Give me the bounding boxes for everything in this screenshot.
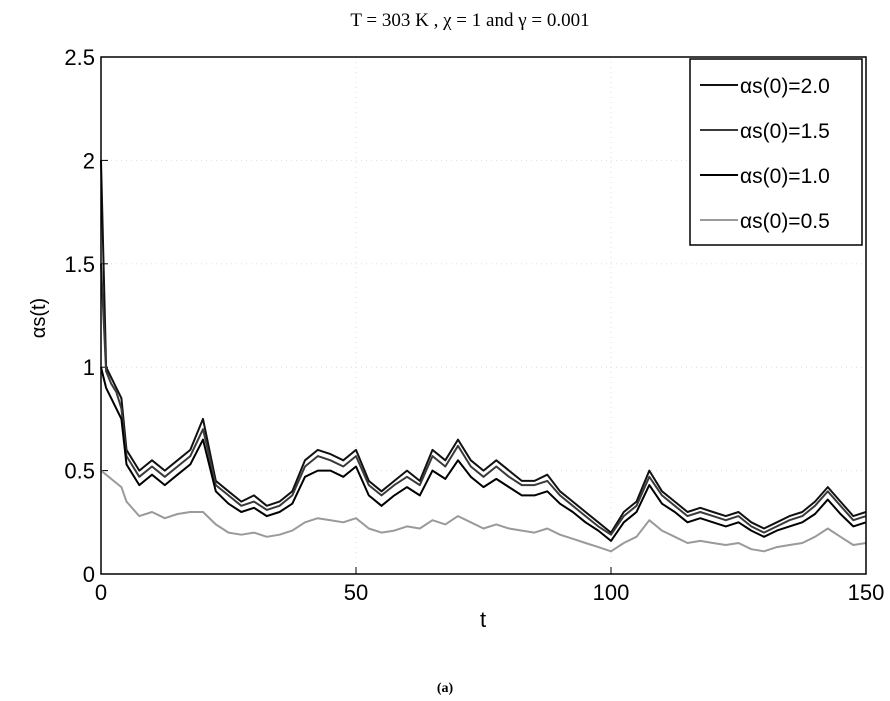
legend-label: αs(0)=2.0 [740, 75, 830, 98]
caption: (a) [437, 681, 454, 696]
legend-box [689, 58, 863, 246]
plot-frame [100, 56, 867, 575]
y-tick-label: 1.5 [64, 252, 95, 277]
chart-title: T = 303 K , χ = 1 and γ = 0.001 [350, 10, 589, 31]
y-axis-label: αs(t) [28, 298, 50, 338]
legend-label: αs(0)=1.5 [740, 120, 830, 143]
y-tick-label: 0.5 [64, 459, 95, 484]
x-axis-label: t [480, 607, 486, 632]
series-line [100, 366, 867, 542]
y-tick-label: 1 [83, 355, 95, 380]
x-tick-label: 100 [593, 580, 630, 605]
x-tick-label: 50 [344, 580, 368, 605]
x-tick-label: 0 [95, 580, 107, 605]
series-line [100, 160, 867, 534]
y-tick-label: 0 [83, 562, 95, 587]
y-tick-label: 2 [83, 148, 95, 173]
legend-label: αs(0)=0.5 [740, 210, 830, 233]
y-tick-label: 2.5 [64, 45, 95, 70]
series-line [100, 263, 867, 536]
series-line [100, 469, 867, 553]
legend-label: αs(0)=1.0 [740, 165, 830, 188]
x-tick-label: 150 [848, 580, 885, 605]
